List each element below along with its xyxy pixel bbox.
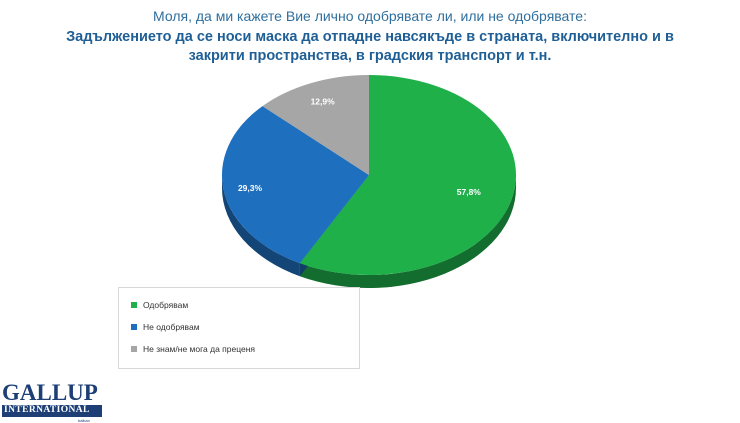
legend-item-approve: Одобрявам bbox=[131, 300, 188, 310]
chart-title-line-2: закрити пространства, в градския транспо… bbox=[188, 48, 552, 64]
legend-item-disapprove: Не одобрявам bbox=[131, 322, 200, 332]
legend-swatch-dont-know bbox=[131, 346, 137, 352]
logo-wordmark-top: GALLUP bbox=[2, 380, 98, 405]
data-label-approve: 57,8% bbox=[457, 187, 482, 197]
legend-item-dont-know: Не знам/не мога да преценя bbox=[131, 344, 255, 354]
gallup-logo: GALLUP INTERNATIONAL balkan bbox=[0, 380, 110, 423]
chart-legend: Одобрявам Не одобрявам Не знам/не мога д… bbox=[118, 287, 360, 369]
pie-slice-approve bbox=[299, 75, 516, 275]
logo-wordmark-bottom: INTERNATIONAL bbox=[4, 405, 90, 415]
pie-side-approve bbox=[299, 175, 516, 288]
logo-bar bbox=[2, 405, 102, 417]
chart-title: Задължението да се носи маска да отпадне… bbox=[40, 28, 700, 66]
pie-side-disapprove bbox=[222, 175, 300, 277]
pie-slice-disapprove bbox=[221, 106, 369, 264]
survey-question: Моля, да ми кажете Вие лично одобрявате … bbox=[153, 8, 587, 24]
legend-label-approve: Одобрявам bbox=[143, 300, 189, 310]
pie-slice-dont-know bbox=[262, 75, 369, 175]
data-label-disapprove: 29,3% bbox=[238, 183, 263, 193]
data-label-dont-know: 12,9% bbox=[311, 96, 336, 106]
legend-label-dont-know: Не знам/не мога да преценя bbox=[143, 344, 256, 354]
logo-subtext: balkan bbox=[78, 418, 90, 423]
legend-swatch-approve bbox=[131, 302, 137, 308]
legend-swatch-disapprove bbox=[131, 324, 137, 330]
chart-title-line-1: Задължението да се носи маска да отпадне… bbox=[66, 29, 674, 45]
legend-label-disapprove: Не одобрявам bbox=[143, 322, 200, 332]
